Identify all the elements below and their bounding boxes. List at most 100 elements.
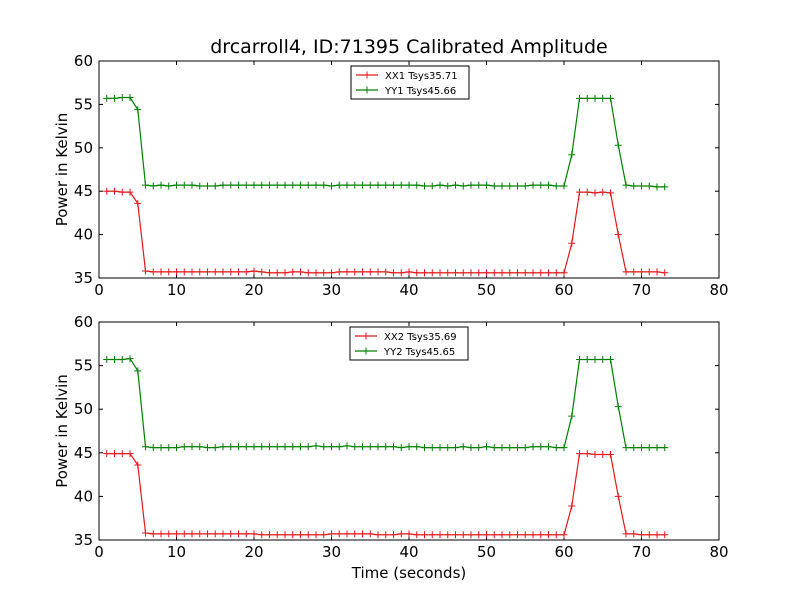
data-point-marker	[498, 444, 506, 452]
data-point-marker	[297, 531, 304, 539]
y-axis-label: Power in Kelvin	[53, 374, 71, 488]
data-point-marker	[560, 269, 568, 277]
data-point-marker	[529, 269, 537, 277]
data-point-marker	[444, 182, 452, 190]
y-tick-label: 60	[74, 52, 93, 70]
data-point-marker	[304, 269, 312, 277]
legend-box	[349, 326, 469, 361]
x-tick-label: 60	[554, 281, 573, 299]
series-1-2	[103, 93, 669, 191]
data-point-marker	[335, 181, 343, 189]
data-point-marker	[211, 444, 219, 452]
data-point-marker	[273, 269, 281, 277]
data-point-marker	[134, 199, 142, 207]
data-point-marker	[242, 443, 250, 451]
data-point-marker	[374, 268, 382, 276]
data-point-marker	[498, 531, 506, 539]
data-point-marker	[614, 403, 622, 411]
y-tick-label: 55	[74, 95, 93, 113]
data-point-marker	[165, 268, 173, 276]
data-point-marker	[235, 443, 242, 451]
data-point-marker	[645, 444, 653, 452]
data-point-marker	[576, 355, 583, 363]
data-point-marker	[227, 443, 235, 451]
data-point-marker	[521, 269, 529, 277]
data-point-marker	[328, 443, 335, 451]
x-tick-label: 70	[632, 543, 651, 561]
data-point-marker	[405, 268, 413, 276]
data-point-marker	[514, 182, 521, 190]
data-point-marker	[297, 181, 304, 189]
data-point-marker	[173, 181, 180, 189]
data-point-marker	[142, 267, 149, 275]
data-point-marker	[211, 530, 219, 538]
data-point-marker	[250, 530, 258, 538]
data-point-marker	[258, 443, 266, 451]
data-point-marker	[397, 444, 405, 452]
data-point-marker	[459, 443, 467, 451]
data-point-marker	[111, 187, 118, 195]
data-point-marker	[638, 531, 645, 539]
data-point-marker	[118, 355, 126, 363]
data-point-marker	[607, 355, 614, 363]
x-tick-label: 50	[477, 543, 496, 561]
data-point-marker	[126, 93, 134, 101]
data-point-marker	[483, 181, 490, 189]
data-point-marker	[428, 182, 436, 190]
data-point-marker	[157, 444, 165, 452]
data-point-marker	[645, 531, 653, 539]
data-point-marker	[281, 443, 289, 451]
x-tick-label: 20	[244, 543, 263, 561]
series-line	[106, 453, 665, 536]
data-point-marker	[173, 530, 180, 538]
data-point-marker	[661, 531, 669, 539]
data-point-marker	[149, 530, 157, 538]
data-point-marker	[273, 531, 281, 539]
data-point-marker	[537, 269, 545, 277]
data-point-marker	[552, 531, 560, 539]
data-point-marker	[343, 181, 351, 189]
data-point-marker	[552, 444, 560, 452]
legend: XX1 Tsys35.71 YY1 Tsys45.66	[350, 65, 470, 100]
data-point-marker	[173, 444, 180, 452]
data-point-marker	[421, 269, 428, 277]
legend-entry-label: YY2 Tsys45.65	[383, 347, 455, 358]
data-point-marker	[149, 182, 157, 190]
x-tick-label: 30	[322, 281, 341, 299]
data-point-marker	[157, 268, 165, 276]
data-point-marker	[428, 444, 436, 452]
data-point-marker	[351, 530, 359, 538]
data-point-marker	[227, 530, 235, 538]
data-point-marker	[653, 268, 661, 276]
chart-panel-1: 0 10 20 30 40 50 60 70 80 35 40 45 50 55 60 Power in Ke…	[53, 52, 729, 299]
x-tick-label: 40	[399, 543, 418, 561]
data-point-marker	[583, 450, 591, 458]
data-point-marker	[467, 181, 475, 189]
data-point-marker	[366, 530, 374, 538]
data-point-marker	[289, 181, 297, 189]
data-point-marker	[165, 530, 173, 538]
data-point-marker	[188, 530, 196, 538]
data-point-marker	[149, 444, 157, 452]
data-point-marker	[421, 444, 428, 452]
data-point-marker	[142, 181, 149, 189]
data-point-marker	[180, 268, 188, 276]
data-point-marker	[188, 443, 196, 451]
data-point-marker	[405, 181, 413, 189]
data-point-marker	[622, 181, 630, 189]
data-point-marker	[506, 531, 514, 539]
data-point-marker	[242, 181, 250, 189]
legend-entry-label: YY1 Tsys45.66	[384, 86, 456, 97]
data-point-marker	[490, 444, 498, 452]
data-point-marker	[134, 461, 142, 469]
x-tick-label: 10	[167, 543, 186, 561]
data-point-marker	[560, 444, 568, 452]
data-point-marker	[467, 269, 475, 277]
data-point-marker	[320, 181, 328, 189]
data-point-marker	[149, 268, 157, 276]
series-1-1	[103, 187, 669, 277]
data-point-marker	[568, 412, 576, 420]
data-point-marker	[506, 182, 514, 190]
data-point-marker	[374, 443, 382, 451]
data-point-marker	[583, 94, 591, 102]
